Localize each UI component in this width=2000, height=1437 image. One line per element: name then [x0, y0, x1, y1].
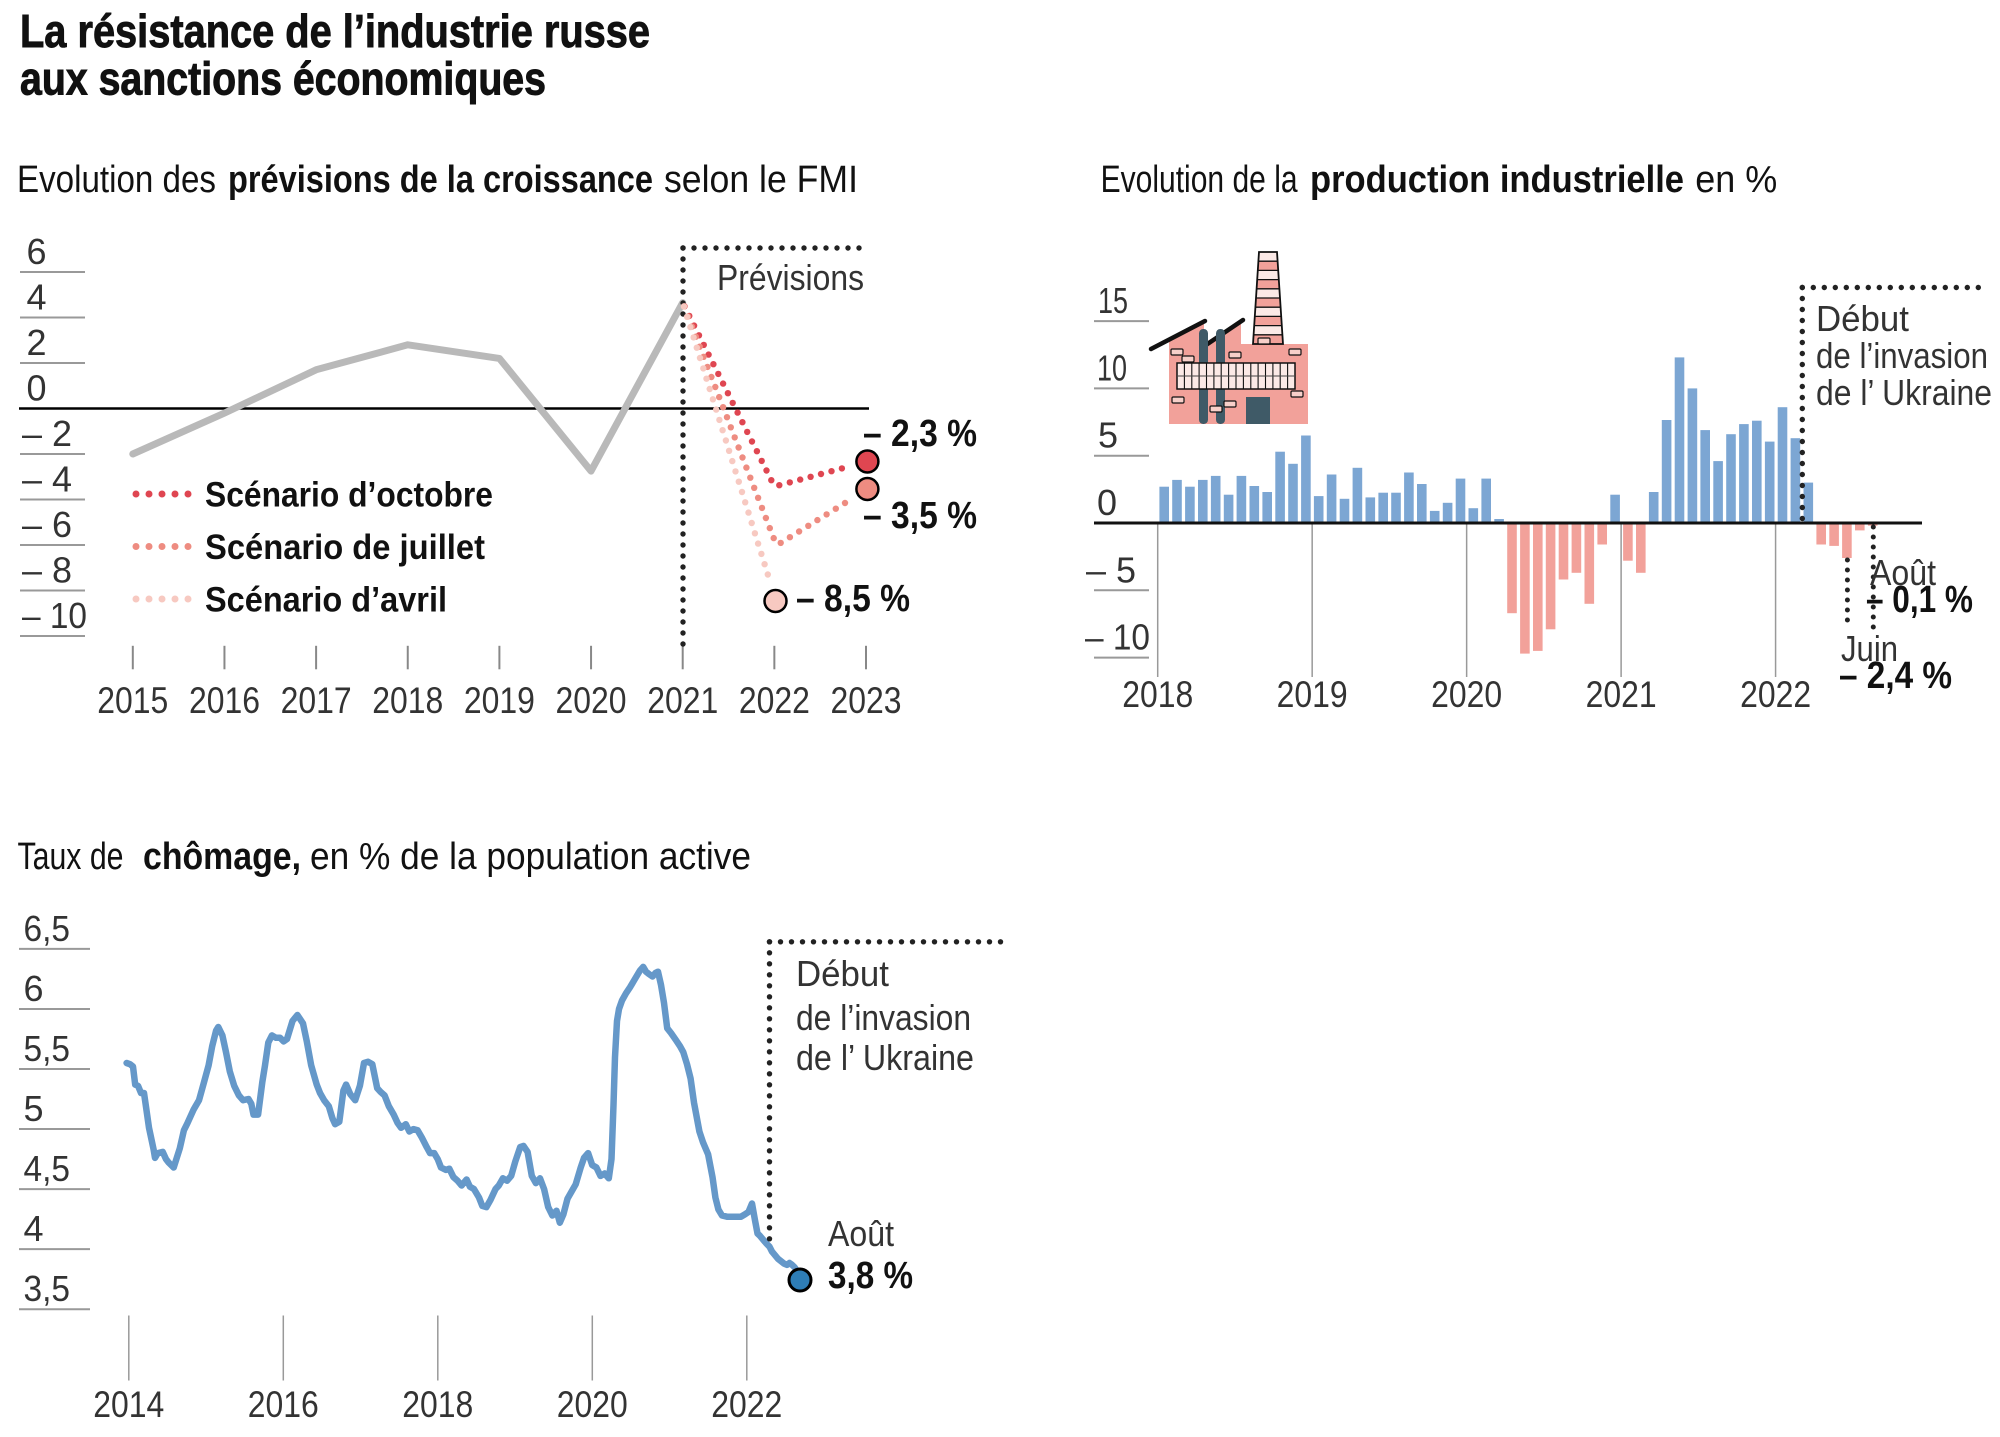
- svg-text:6: 6: [24, 968, 44, 1009]
- svg-text:Scénario d’avril: Scénario d’avril: [205, 581, 447, 620]
- svg-text:– 6: – 6: [22, 504, 72, 545]
- svg-text:4,5: 4,5: [24, 1148, 71, 1189]
- svg-text:0: 0: [1097, 482, 1117, 523]
- svg-text:2: 2: [27, 322, 47, 363]
- svg-text:– 8: – 8: [22, 550, 72, 591]
- svg-text:Taux de: Taux de: [18, 836, 124, 878]
- svg-text:– 0,1 %: – 0,1 %: [1866, 579, 1973, 621]
- svg-text:2020: 2020: [1431, 674, 1502, 715]
- svg-text:– 8,5 %: – 8,5 %: [796, 578, 910, 620]
- svg-text:2018: 2018: [402, 1384, 473, 1425]
- svg-text:3,5: 3,5: [24, 1268, 71, 1309]
- svg-text:10: 10: [1097, 347, 1127, 388]
- svg-text:2022: 2022: [1740, 674, 1811, 715]
- svg-text:2017: 2017: [281, 680, 352, 721]
- svg-text:2015: 2015: [97, 680, 168, 721]
- svg-text:production industrielle: production industrielle: [1310, 159, 1684, 201]
- svg-text:La résistance de l’industrie r: La résistance de l’industrie russe: [20, 5, 650, 57]
- svg-text:2019: 2019: [464, 680, 535, 721]
- svg-text:6: 6: [27, 231, 47, 272]
- svg-text:5,5: 5,5: [24, 1028, 71, 1069]
- svg-text:3,8 %: 3,8 %: [828, 1255, 913, 1297]
- svg-text:– 10: – 10: [22, 595, 87, 636]
- svg-text:Août: Août: [828, 1213, 894, 1254]
- svg-text:Scénario d’octobre: Scénario d’octobre: [205, 476, 493, 515]
- svg-text:2022: 2022: [711, 1384, 782, 1425]
- svg-text:Début: Début: [1816, 298, 1909, 339]
- svg-text:– 5: – 5: [1086, 549, 1136, 590]
- svg-text:4: 4: [24, 1208, 44, 1249]
- svg-text:2020: 2020: [557, 1384, 628, 1425]
- svg-text:Début: Début: [796, 953, 889, 994]
- svg-text:Evolution des: Evolution des: [17, 159, 216, 201]
- svg-text:6,5: 6,5: [24, 908, 71, 949]
- svg-text:Juin: Juin: [1841, 628, 1898, 669]
- svg-text:en % de la population active: en % de la population active: [310, 836, 751, 878]
- svg-text:4: 4: [27, 277, 47, 318]
- svg-text:– 2,4 %: – 2,4 %: [1839, 655, 1952, 697]
- svg-text:Prévisions: Prévisions: [717, 257, 864, 298]
- svg-text:– 10: – 10: [1085, 617, 1150, 658]
- svg-text:de l’ Ukraine: de l’ Ukraine: [796, 1037, 974, 1078]
- svg-text:de l’invasion: de l’invasion: [1816, 335, 1988, 376]
- svg-text:prévisions de la croissance: prévisions de la croissance: [228, 159, 653, 201]
- svg-text:2022: 2022: [739, 680, 810, 721]
- svg-text:– 2,3 %: – 2,3 %: [863, 413, 977, 455]
- svg-text:2018: 2018: [372, 680, 443, 721]
- svg-text:– 2: – 2: [22, 413, 72, 454]
- svg-text:selon le FMI: selon le FMI: [664, 159, 858, 201]
- svg-text:2021: 2021: [1586, 674, 1657, 715]
- svg-text:en %: en %: [1695, 159, 1777, 201]
- svg-text:de l’ Ukraine: de l’ Ukraine: [1816, 372, 1992, 413]
- svg-text:2023: 2023: [831, 680, 902, 721]
- svg-text:2021: 2021: [647, 680, 718, 721]
- svg-text:5: 5: [24, 1088, 44, 1129]
- svg-text:2016: 2016: [189, 680, 260, 721]
- svg-text:2020: 2020: [556, 680, 627, 721]
- svg-text:2018: 2018: [1122, 674, 1193, 715]
- svg-text:de l’invasion: de l’invasion: [796, 997, 971, 1038]
- svg-text:Août: Août: [1870, 552, 1936, 593]
- svg-text:15: 15: [1098, 280, 1128, 321]
- svg-text:0: 0: [27, 368, 47, 409]
- svg-text:2016: 2016: [248, 1384, 319, 1425]
- svg-text:– 4: – 4: [22, 459, 72, 500]
- svg-text:5: 5: [1098, 415, 1118, 456]
- svg-text:2014: 2014: [93, 1384, 164, 1425]
- svg-text:Scénario de juillet: Scénario de juillet: [205, 528, 485, 567]
- svg-text:– 3,5 %: – 3,5 %: [863, 495, 977, 537]
- svg-text:Evolution de la: Evolution de la: [1101, 159, 1299, 201]
- svg-text:aux sanctions économiques: aux sanctions économiques: [20, 53, 546, 105]
- svg-text:chômage,: chômage,: [143, 836, 301, 878]
- svg-text:2019: 2019: [1277, 674, 1348, 715]
